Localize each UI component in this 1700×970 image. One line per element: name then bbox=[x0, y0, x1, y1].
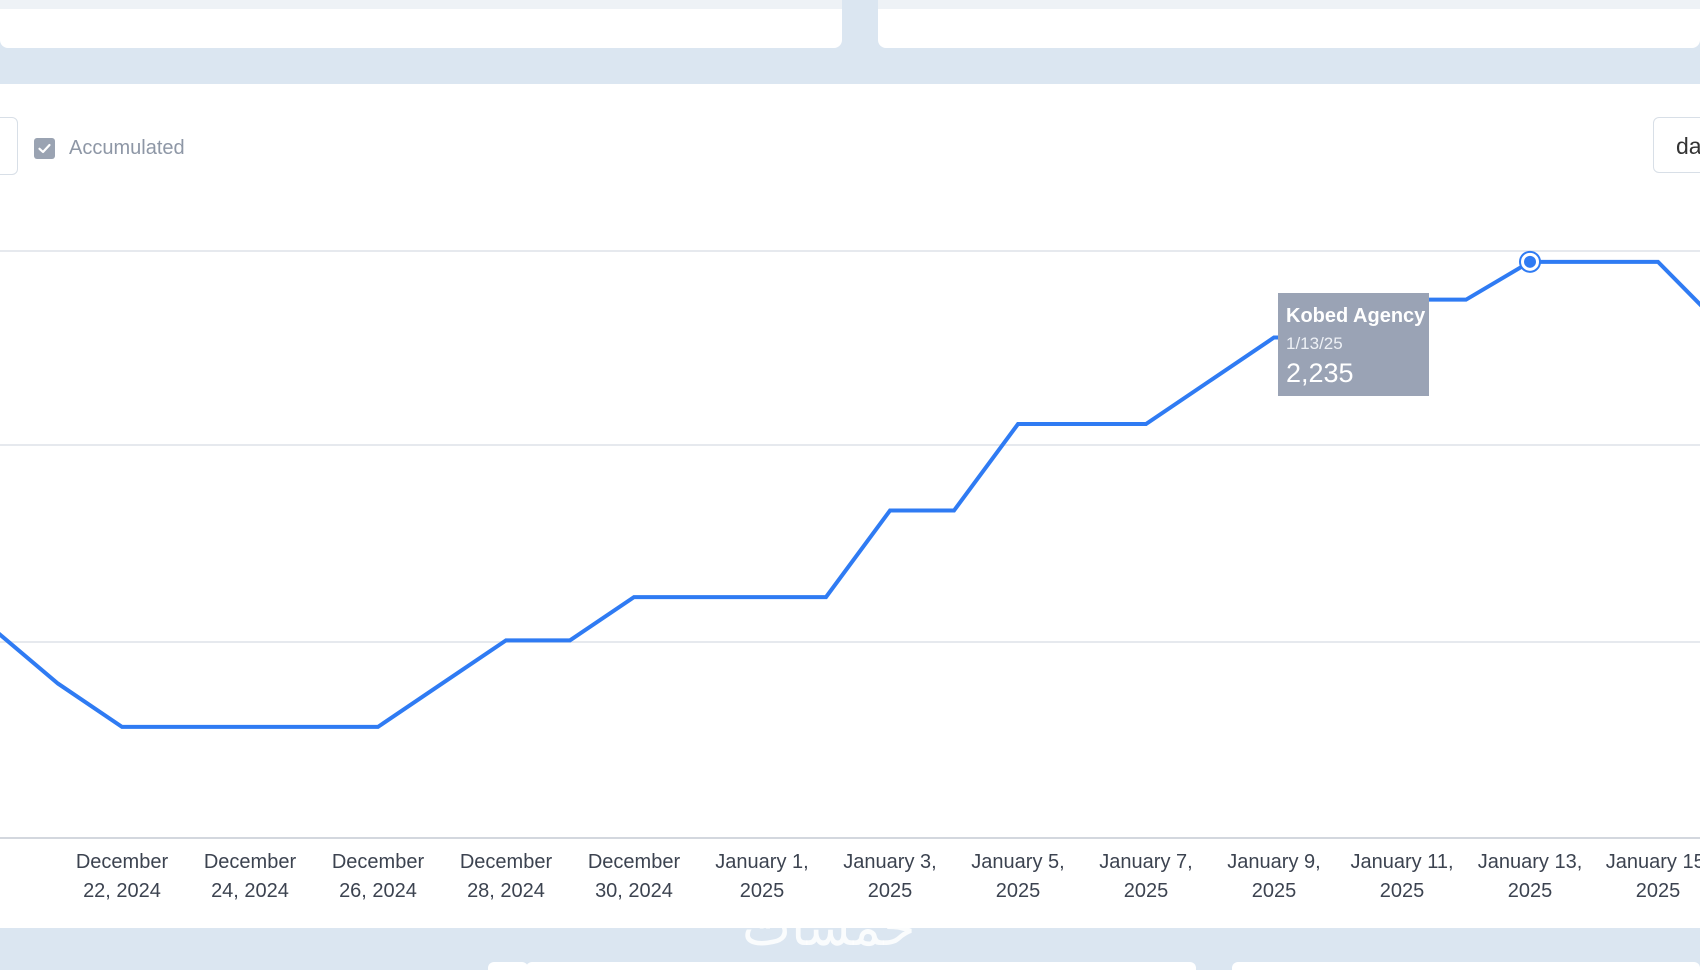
watermark-logo: خمسات bbox=[742, 898, 916, 958]
x-tick-label: December 22, 2024 bbox=[76, 851, 169, 902]
x-tick-label: January 15, 2025 bbox=[1606, 851, 1700, 902]
x-tick-label: January 9, 2025 bbox=[1227, 851, 1320, 902]
tooltip-date: 1/13/25 bbox=[1286, 334, 1343, 353]
x-tick-label: January 5, 2025 bbox=[971, 851, 1064, 902]
summary-card-left bbox=[0, 0, 842, 48]
x-tick-label: December 24, 2024 bbox=[204, 851, 297, 902]
x-tick-label: January 13, 2025 bbox=[1478, 851, 1583, 902]
x-tick-label: January 7, 2025 bbox=[1099, 851, 1192, 902]
bottom-card-right bbox=[1232, 962, 1700, 970]
bottom-tab bbox=[488, 962, 528, 970]
x-tick-label: January 11, 2025 bbox=[1350, 851, 1453, 902]
series-line[interactable] bbox=[0, 259, 1700, 729]
accumulated-toggle[interactable]: Accumulated bbox=[34, 136, 185, 160]
x-tick-label: January 3, 2025 bbox=[843, 851, 936, 902]
tooltip-value: 2,235 bbox=[1286, 358, 1354, 388]
accumulated-label: Accumulated bbox=[69, 136, 185, 159]
x-tick-label: January 1, 2025 bbox=[715, 851, 808, 902]
summary-card-right bbox=[878, 0, 1700, 48]
chart-panel: Accumulated da December 22, 2024 December 2… bbox=[0, 84, 1700, 928]
tooltip-box bbox=[1278, 293, 1429, 396]
x-tick-label: December 30, 2024 bbox=[588, 851, 681, 902]
tooltip-series-name: Kobed Agency bbox=[1286, 305, 1426, 327]
interval-select[interactable]: da bbox=[1653, 117, 1700, 173]
x-tick-label: December 28, 2024 bbox=[460, 851, 553, 902]
line-chart: December 22, 2024 December 24, 2024 December… bbox=[0, 250, 1700, 902]
date-range-control[interactable] bbox=[0, 117, 18, 175]
bottom-card bbox=[526, 962, 1196, 970]
x-tick-label: December 26, 2024 bbox=[332, 851, 425, 902]
checkbox-checked-icon[interactable] bbox=[34, 137, 55, 159]
highlight-marker[interactable] bbox=[1524, 255, 1536, 268]
